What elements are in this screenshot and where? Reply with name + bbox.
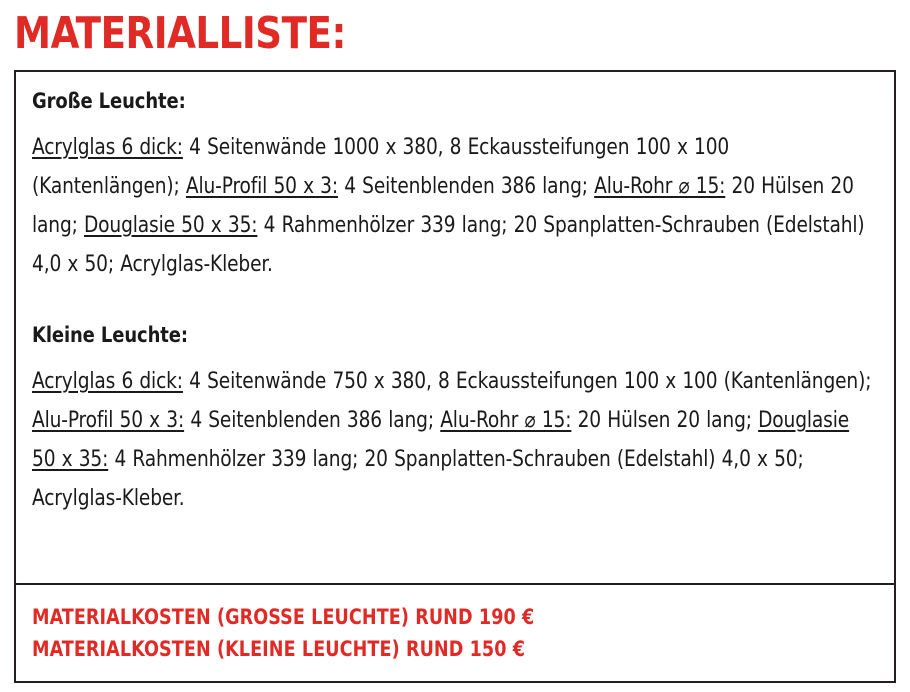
material-term: Acrylglas 6 dick: [32, 369, 183, 394]
cost-line-large-lamp: MATERIALKOSTEN (GROSSE LEUCHTE) RUND 190… [32, 605, 535, 629]
material-detail: 20 Hülsen 20 lang; [32, 174, 854, 238]
material-detail: 4 Rahmenhölzer 339 lang; 20 Spanplatten-… [32, 213, 865, 277]
material-detail: 20 Hülsen 20 lang; [571, 408, 759, 433]
material-term: Alu-Rohr ⌀ 15: [594, 174, 726, 199]
material-term: Acrylglas 6 dick: [32, 135, 183, 160]
section-heading-large-lamp: Große Leuchte: [32, 89, 186, 113]
material-detail: 4 Seitenblenden 386 lang; [184, 408, 441, 433]
materials-frame: Große Leuchte: Acrylglas 6 dick: 4 Seite… [14, 70, 896, 683]
page-title: MATERIALLISTE: [14, 8, 346, 59]
material-detail: 4 Rahmenhölzer 339 lang; 20 Spanplatten-… [32, 447, 804, 511]
section-body-large-lamp: Acrylglas 6 dick: 4 Seitenwände 1000 x 3… [32, 128, 878, 284]
material-term: Alu-Rohr ⌀ 15: [440, 408, 572, 433]
cost-line-small-lamp: MATERIALKOSTEN (KLEINE LEUCHTE) RUND 150… [32, 637, 526, 661]
section-heading-small-lamp: Kleine Leuchte: [32, 323, 188, 347]
section-large-lamp: Große Leuchte: Acrylglas 6 dick: 4 Seite… [32, 86, 878, 284]
materials-body: Große Leuchte: Acrylglas 6 dick: 4 Seite… [16, 72, 894, 585]
section-small-lamp: Kleine Leuchte: Acrylglas 6 dick: 4 Seit… [32, 320, 878, 518]
cost-summary: MATERIALKOSTEN (GROSSE LEUCHTE) RUND 190… [16, 585, 894, 681]
material-term: Alu-Profil 50 x 3: [185, 174, 338, 199]
material-detail: 4 Seitenblenden 386 lang; [337, 174, 595, 199]
material-detail: 4 Seitenwände 750 x 380, 8 Eckaussteifun… [182, 369, 872, 394]
section-body-small-lamp: Acrylglas 6 dick: 4 Seitenwände 750 x 38… [32, 362, 878, 518]
material-term: Douglasie 50 x 35: [83, 213, 258, 238]
material-term: Alu-Profil 50 x 3: [32, 408, 185, 433]
material-term: Douglasie 50 x 35: [32, 408, 850, 472]
material-detail: 4 Seitenwände 1000 x 380, 8 Eckaussteifu… [32, 135, 730, 199]
